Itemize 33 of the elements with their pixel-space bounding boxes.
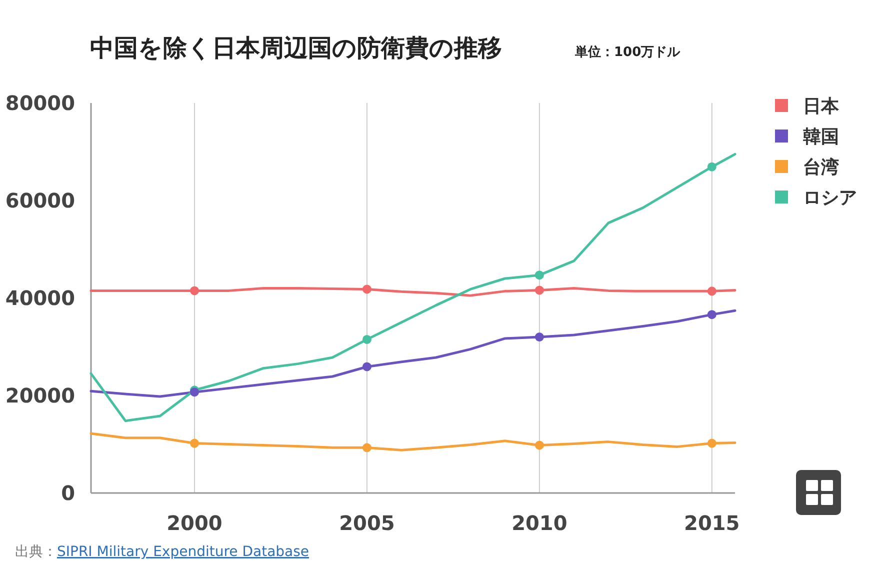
point — [190, 286, 199, 296]
legend-label: 韓国 — [803, 126, 839, 148]
x-tick-label: 2005 — [339, 511, 395, 535]
source-note: 出典：SIPRI Military Expenditure Database — [15, 544, 310, 560]
y-tick-label: 20000 — [5, 384, 75, 408]
point — [707, 286, 716, 296]
point — [707, 438, 716, 448]
point — [707, 162, 716, 172]
y-tick-label: 40000 — [5, 286, 75, 310]
point — [362, 443, 372, 452]
point — [534, 332, 544, 342]
chart-title: 中国を除く日本周辺国の防衛費の推移 — [90, 34, 502, 62]
point — [362, 284, 372, 294]
y-tick-label: 80000 — [5, 91, 75, 115]
chart-subtitle: 単位：100万ドル — [574, 45, 682, 60]
x-tick-label: 2010 — [512, 511, 568, 535]
legend-label: ロシア — [803, 188, 857, 208]
point — [534, 286, 544, 295]
point — [362, 362, 372, 372]
line-series — [90, 152, 736, 422]
y-tick-label: 60000 — [5, 188, 75, 212]
legend-label: 台湾 — [803, 157, 839, 178]
point — [362, 334, 372, 344]
legend-label: 日本 — [803, 96, 840, 117]
line-series — [90, 432, 736, 452]
x-tick-label: 2015 — [684, 511, 740, 535]
x-tick-label: 2000 — [166, 511, 222, 535]
y-tick-label: 0 — [61, 481, 75, 505]
point — [190, 438, 199, 448]
point — [534, 440, 544, 450]
line-series — [90, 309, 736, 398]
point — [534, 270, 544, 280]
point — [707, 310, 716, 320]
